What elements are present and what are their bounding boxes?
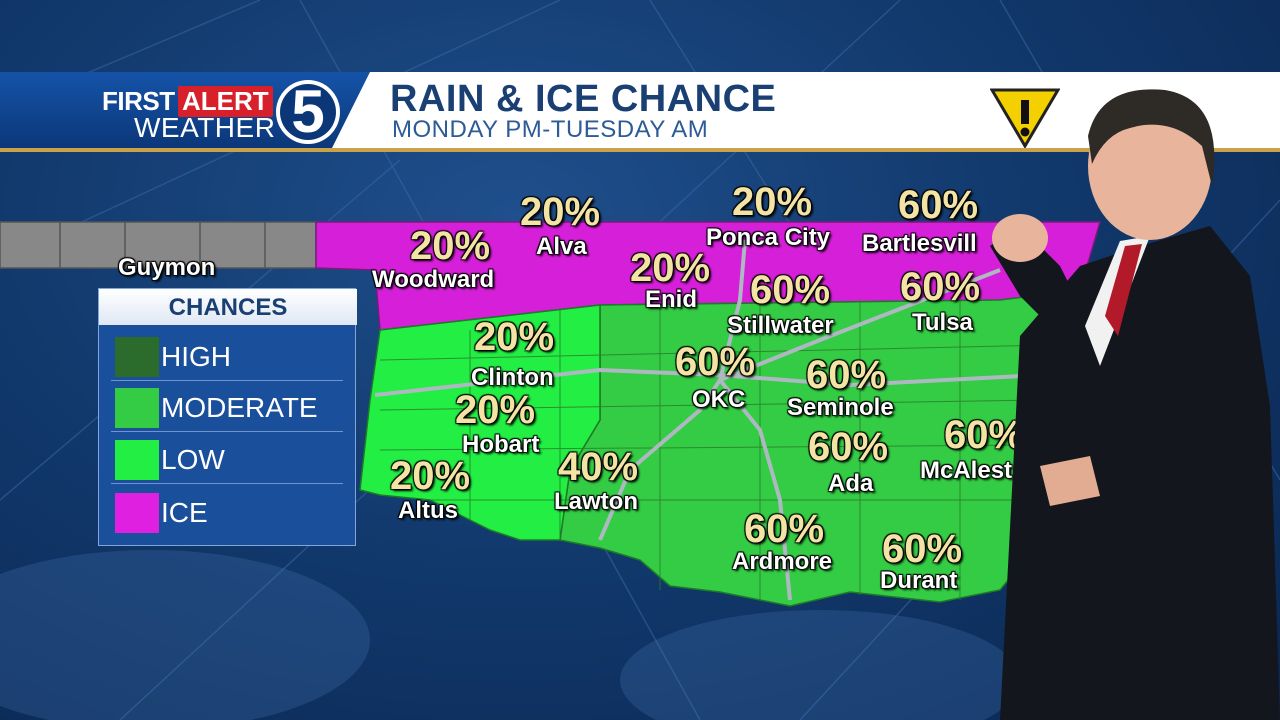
city-label-ardmore: Ardmore [732,548,833,575]
legend-swatch-high [115,337,159,377]
legend-item-moderate: MODERATE [111,382,343,432]
chance-ardmore: 60% [744,507,825,551]
city-label-clinton: Clinton [471,364,554,391]
chances-legend: CHANCES HIGH MODERATE LOW ICE [98,288,357,546]
page-subtitle: MONDAY PM-TUESDAY AM [392,116,709,143]
legend-item-ice: ICE [111,487,343,537]
legend-swatch-low [115,440,159,480]
legend-item-high: HIGH [111,331,343,381]
chance-enid: 20% [630,246,711,290]
meteorologist-figure [990,89,1280,720]
chance-mcalester: 60% [944,413,1025,457]
city-label-durant: Durant [880,567,958,594]
city-label-seminole: Seminole [787,394,894,421]
city-label-okc: OKC [692,386,746,413]
chance-alva: 20% [520,190,601,234]
logo-alert-text: ALERT [178,86,273,117]
header-divider [0,148,1280,152]
chance-seminole: 60% [806,353,887,397]
city-label-bartlesville: Bartlesvill [862,230,977,257]
chance-durant: 60% [882,527,963,571]
warning-triangle-icon [990,88,1060,148]
city-label-alva: Alva [536,233,587,260]
legend-title: CHANCES [99,289,357,325]
chance-okc: 60% [675,340,756,384]
legend-swatch-ice [115,493,159,533]
legend-swatch-moderate [115,388,159,428]
chance-tulsa: 60% [900,265,981,309]
chance-woodward: 20% [410,224,491,268]
channel-5-logo-icon: 5 [276,78,340,145]
city-label-ponca-city: Ponca City [706,224,831,251]
chance-lawton: 40% [558,445,639,489]
logo-number: 5 [291,78,324,145]
city-label-hobart: Hobart [462,431,540,458]
city-label-guymon: Guymon [118,254,216,281]
city-label-mcalester: McAlest [920,457,1013,484]
legend-item-low: LOW [111,434,343,484]
city-label-stillwater: Stillwater [727,312,834,339]
chance-altus: 20% [390,454,471,498]
logo-weather-text: WEATHER [134,112,276,143]
city-label-woodward: Woodward [372,266,495,293]
chance-bartlesville: 60% [898,183,979,227]
station-logo: FIRST ALERT WEATHER 5 [0,72,370,152]
city-label-lawton: Lawton [554,488,638,515]
city-label-enid: Enid [645,286,697,313]
city-label-ada: Ada [828,470,874,497]
legend-label-high: HIGH [161,341,231,372]
legend-label-moderate: MODERATE [161,392,318,423]
logo-first-text: FIRST [102,86,175,116]
legend-label-low: LOW [161,444,225,475]
chance-stillwater: 60% [750,268,831,312]
city-label-altus: Altus [398,497,458,524]
chance-ada: 60% [808,425,889,469]
chance-clinton: 20% [474,315,555,359]
legend-label-ice: ICE [161,497,208,528]
low-zone [359,304,601,541]
page-title: RAIN & ICE CHANCE [390,78,777,120]
highway-i44 [598,268,1001,541]
highway-i35 [717,239,792,601]
chance-ponca-city: 20% [732,180,813,224]
chance-hobart: 20% [455,388,536,432]
city-label-tulsa: Tulsa [912,309,973,336]
